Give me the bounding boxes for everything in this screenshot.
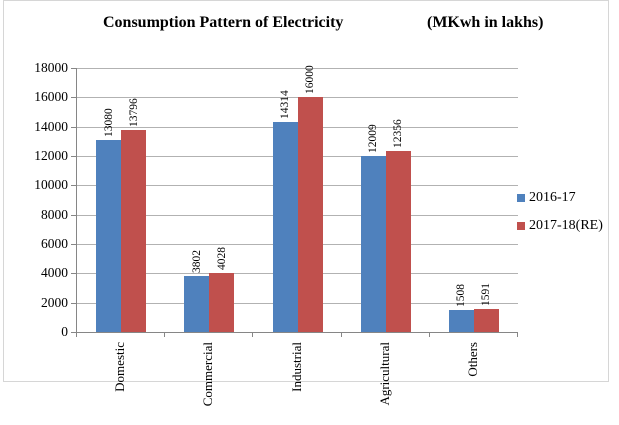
bar-2016-17-others — [449, 310, 474, 332]
bar-value-label-2016-17-domestic: 13080 — [103, 108, 115, 137]
x-axis-tick-1 — [164, 333, 165, 337]
chart-title: Consumption Pattern of Electricity — [103, 14, 344, 31]
bar-value-label-2017-18-re-industrial: 16000 — [304, 65, 316, 94]
gridline-18000 — [77, 68, 518, 69]
y-axis-tick-18000 — [71, 68, 76, 69]
bar-2017-18-re-agricultural — [386, 151, 411, 332]
legend-swatch-series2 — [517, 222, 525, 230]
legend-item-2017-18: 2017-18(RE) — [517, 218, 603, 234]
legend-swatch-series1 — [517, 194, 525, 202]
bar-2016-17-industrial — [273, 122, 298, 332]
bar-value-label-2016-17-agricultural: 12009 — [367, 124, 379, 153]
x-axis-tick-0 — [76, 333, 77, 337]
y-axis-tick-4000 — [71, 273, 76, 274]
y-axis-label-12000: 12000 — [34, 148, 68, 163]
bar-value-label-2016-17-commercial: 3802 — [191, 250, 203, 273]
bar-2016-17-agricultural — [361, 156, 386, 332]
legend: 2016-17 2017-18(RE) — [517, 190, 603, 246]
y-axis-tick-14000 — [71, 127, 76, 128]
y-axis-label-14000: 14000 — [34, 119, 68, 134]
x-axis-tick-2 — [252, 333, 253, 337]
y-axis-label-10000: 10000 — [34, 177, 68, 192]
plot-area: 13080 13796 3802 4028 14314 16000 12009 12356 15… — [76, 65, 518, 333]
y-axis-label-18000: 18000 — [34, 60, 68, 75]
category-label-others: Others — [465, 342, 480, 377]
y-axis-label-0: 0 — [61, 324, 68, 339]
bar-value-label-2016-17-industrial: 14314 — [279, 90, 291, 119]
x-axis-tick-5 — [517, 333, 518, 337]
category-label-industrial: Industrial — [289, 342, 304, 392]
legend-label-series1: 2016-17 — [529, 190, 576, 205]
y-axis-tick-8000 — [71, 215, 76, 216]
y-axis-tick-0 — [71, 332, 76, 333]
y-axis-label-4000: 4000 — [41, 265, 68, 280]
bar-2016-17-domestic — [96, 140, 121, 332]
bar-2017-18-re-commercial — [209, 273, 234, 332]
category-label-commercial: Commercial — [200, 342, 215, 407]
y-axis-tick-6000 — [71, 244, 76, 245]
y-axis-label-16000: 16000 — [34, 89, 68, 104]
category-label-domestic: Domestic — [112, 342, 127, 392]
legend-label-series2: 2017-18(RE) — [529, 218, 603, 233]
gridline-16000 — [77, 97, 518, 98]
y-axis-tick-16000 — [71, 97, 76, 98]
bar-2017-18-re-domestic — [121, 130, 146, 332]
x-axis-tick-3 — [341, 333, 342, 337]
y-axis-tick-10000 — [71, 185, 76, 186]
bar-value-label-2017-18-re-commercial: 4028 — [216, 247, 228, 270]
bar-value-label-2017-18-re-domestic: 13796 — [128, 98, 140, 127]
y-axis-tick-2000 — [71, 303, 76, 304]
y-axis-tick-12000 — [71, 156, 76, 157]
y-axis-label-2000: 2000 — [41, 295, 68, 310]
legend-item-2016-17: 2016-17 — [517, 190, 603, 206]
category-label-agricultural: Agricultural — [377, 342, 392, 406]
y-axis-label-8000: 8000 — [41, 207, 68, 222]
y-axis-label-6000: 6000 — [41, 236, 68, 251]
x-axis-tick-4 — [429, 333, 430, 337]
bar-value-label-2016-17-others: 1508 — [455, 284, 467, 307]
bar-2017-18-re-others — [474, 309, 499, 332]
bar-2017-18-re-industrial — [298, 97, 323, 332]
bar-2016-17-commercial — [184, 276, 209, 332]
chart-units-label: (MKwh in lakhs) — [427, 14, 544, 31]
bar-value-label-2017-18-re-others: 1591 — [480, 283, 492, 306]
bar-value-label-2017-18-re-agricultural: 12356 — [392, 119, 404, 148]
